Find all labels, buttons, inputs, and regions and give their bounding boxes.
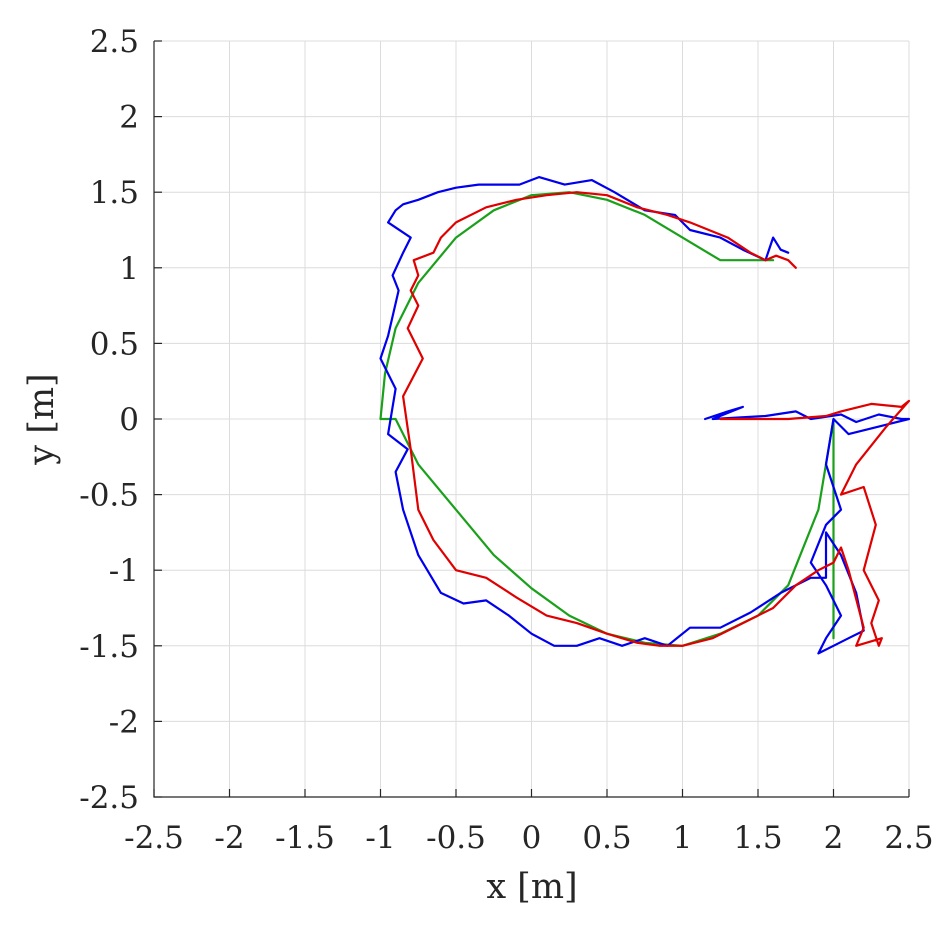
x-tick-label: 1.5 [733, 820, 782, 856]
y-axis-label: y [m] [22, 373, 62, 465]
x-tick-label: 2 [824, 820, 844, 856]
x-tick-labels: -2.5 -2 -1.5 -1 -0.5 0 0.5 1 1.5 2 2.5 [124, 820, 934, 856]
series-line-1 [379, 176, 911, 655]
axes [153, 40, 910, 798]
y-tick-label: 1 [119, 251, 139, 287]
y-tick-label: -2 [109, 704, 139, 740]
x-tick-label: -1 [365, 820, 395, 856]
y-tick-label: -0.5 [79, 478, 139, 514]
x-tick-label: -2.5 [124, 820, 184, 856]
x-tick-label: 2.5 [884, 820, 933, 856]
series-line-2 [402, 191, 911, 647]
x-tick-label: -0.5 [426, 820, 486, 856]
y-tick-label: 2.5 [90, 24, 139, 60]
y-tick-label: -2.5 [79, 780, 139, 816]
x-tick-label: -1.5 [275, 820, 335, 856]
x-tick-label: 0.5 [582, 820, 631, 856]
y-tick-label: -1.5 [79, 629, 139, 665]
x-tick-label: -2 [214, 820, 244, 856]
series-group [379, 176, 911, 655]
y-tick-label: -1 [109, 553, 139, 589]
y-tick-label: 2 [119, 100, 139, 136]
axis-frame [153, 41, 909, 798]
x-tick-label: 1 [673, 820, 693, 856]
x-axis-label: x [m] [486, 867, 577, 907]
x-tick-label: 0 [522, 820, 542, 856]
y-tick-label: 0.5 [90, 326, 139, 362]
y-tick-labels: 2.5 2 1.5 1 0.5 0 -0.5 -1 -1.5 -2 -2.5 [79, 24, 139, 816]
y-tick-label: 1.5 [90, 175, 139, 211]
y-tick-label: 0 [119, 402, 139, 438]
